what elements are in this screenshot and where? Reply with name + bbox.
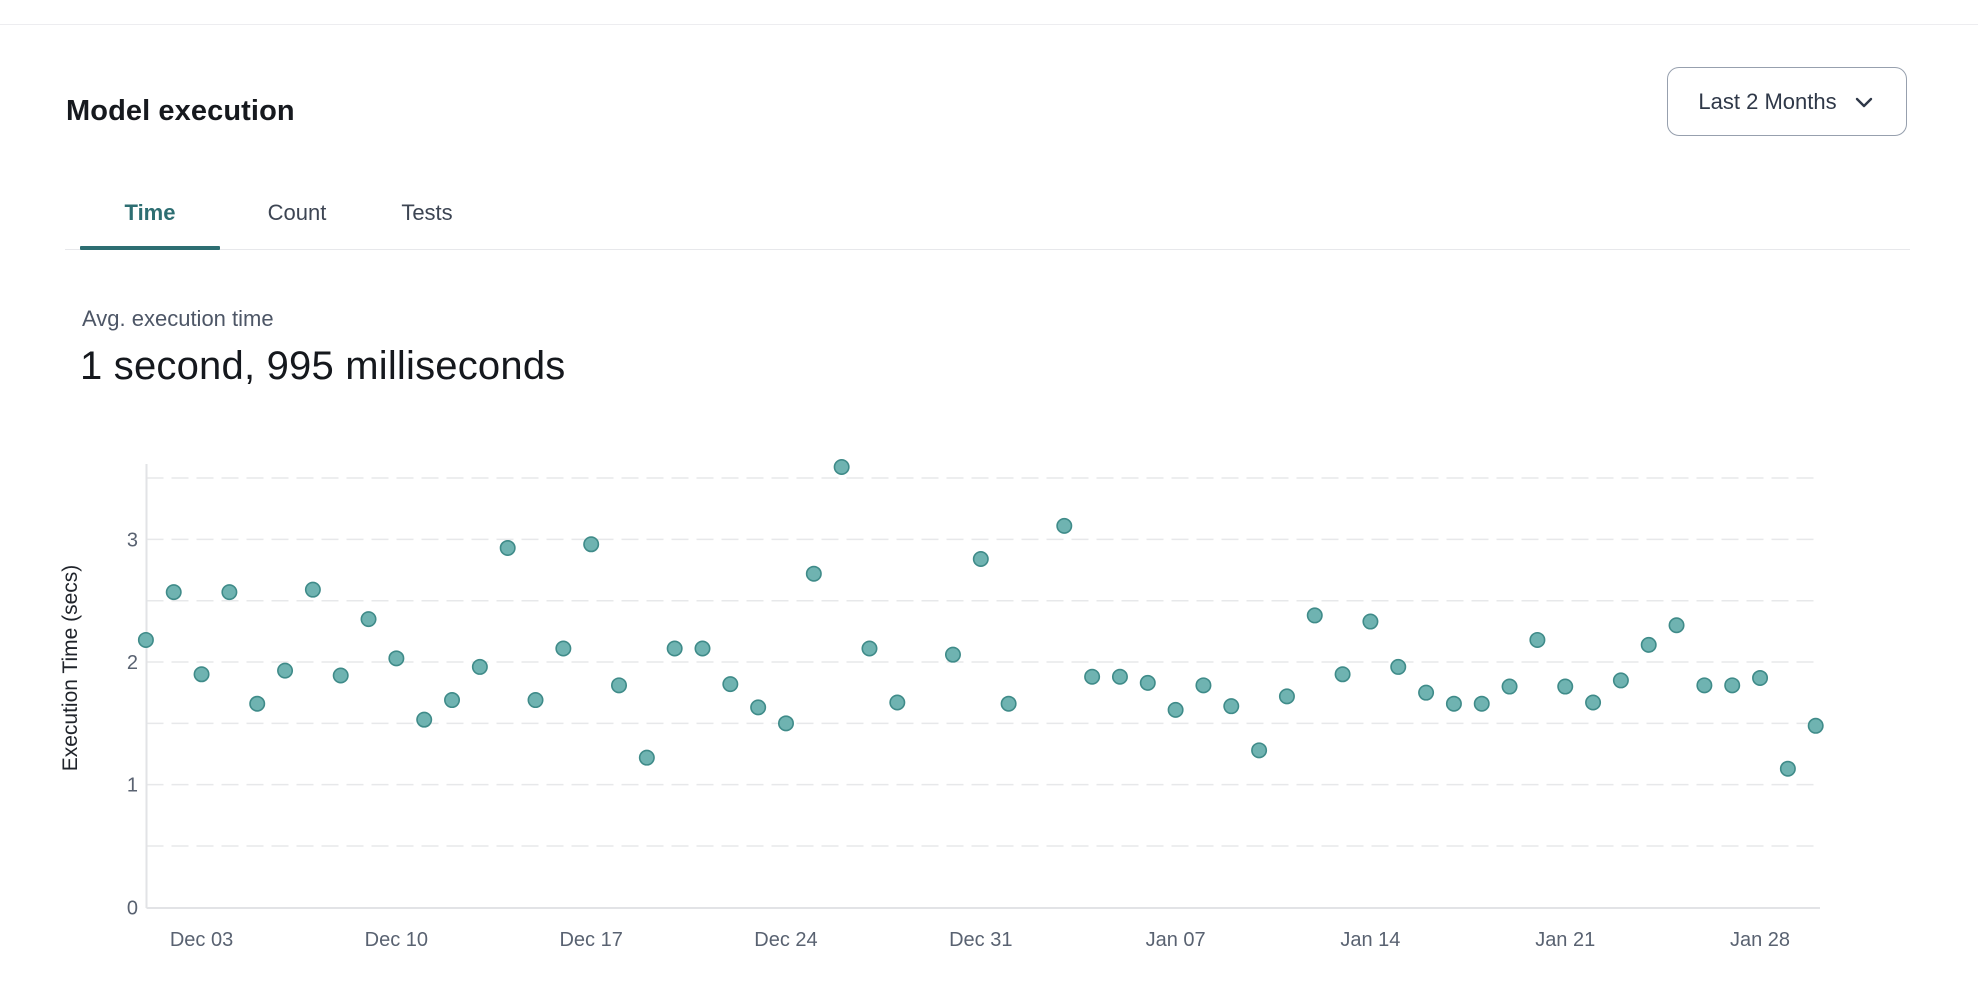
scatter-point[interactable] — [1139, 674, 1156, 691]
scatter-point[interactable] — [1334, 666, 1351, 683]
scatter-point[interactable] — [694, 640, 711, 657]
scatter-point[interactable] — [889, 694, 906, 711]
active-tab-underline — [80, 246, 220, 250]
x-tick-label: Jan 21 — [1535, 929, 1595, 951]
scatter-point[interactable] — [1473, 695, 1490, 712]
tab-time[interactable]: Time — [124, 200, 176, 225]
y-tick-label: 0 — [127, 897, 138, 919]
scatter-point[interactable] — [750, 699, 767, 716]
scatter-point[interactable] — [944, 646, 961, 663]
tab-count[interactable]: Count — [267, 200, 327, 225]
scatter-point[interactable] — [1612, 672, 1629, 689]
x-tick-label: Jan 28 — [1730, 929, 1790, 951]
scatter-point[interactable] — [1501, 678, 1518, 695]
scatter-point[interactable] — [1585, 694, 1602, 711]
scatter-point[interactable] — [1084, 668, 1101, 685]
page-title: Model execution — [66, 95, 295, 127]
scatter-point[interactable] — [1640, 636, 1657, 653]
x-tick-label: Dec 10 — [365, 929, 428, 951]
scatter-point[interactable] — [471, 658, 488, 675]
scatter-point[interactable] — [1195, 677, 1212, 694]
tabs-divider — [65, 249, 1910, 250]
scatter-point[interactable] — [444, 692, 461, 709]
scatter-point[interactable] — [1807, 717, 1824, 734]
x-tick-label: Jan 07 — [1146, 929, 1206, 951]
scatter-point[interactable] — [221, 584, 238, 601]
scatter-point[interactable] — [777, 715, 794, 732]
kpi-label: Avg. execution time — [82, 306, 274, 331]
scatter-point[interactable] — [499, 539, 516, 556]
scatter-point[interactable] — [861, 640, 878, 657]
scatter-point[interactable] — [611, 677, 628, 694]
scatter-point[interactable] — [1390, 658, 1407, 675]
x-tick-label: Dec 17 — [559, 929, 622, 951]
tab-tests[interactable]: Tests — [401, 200, 453, 225]
scatter-point[interactable] — [1111, 668, 1128, 685]
scatter-point[interactable] — [277, 662, 294, 679]
scatter-point[interactable] — [416, 711, 433, 728]
kpi-value: 1 second, 995 milliseconds — [80, 344, 566, 388]
scatter-point[interactable] — [583, 536, 600, 553]
y-tick-label: 3 — [127, 529, 138, 551]
x-tick-label: Dec 31 — [949, 929, 1012, 951]
scatter-point[interactable] — [1278, 688, 1295, 705]
scatter-point[interactable] — [1362, 613, 1379, 630]
scatter-point[interactable] — [165, 584, 182, 601]
scatter-point[interactable] — [1557, 678, 1574, 695]
x-tick-label: Dec 03 — [170, 929, 233, 951]
x-tick-label: Dec 24 — [754, 929, 817, 951]
scatter-point[interactable] — [137, 631, 154, 648]
execution-time-scatter-chart: 0 1 2 3 Execution Time (secs) Dec 03 Dec 10 Dec… — [59, 459, 1824, 951]
scatter-point[interactable] — [1167, 701, 1184, 718]
scatter-point[interactable] — [666, 640, 683, 657]
y-axis-title: Execution Time (secs) — [59, 565, 82, 772]
scatter-point[interactable] — [304, 581, 321, 598]
scatter-point[interactable] — [249, 695, 266, 712]
top-divider — [0, 24, 1978, 25]
scatter-point[interactable] — [1445, 695, 1462, 712]
scatter-point[interactable] — [1779, 760, 1796, 777]
scatter-point[interactable] — [360, 611, 377, 628]
scatter-point[interactable] — [805, 565, 822, 582]
time-range-label: Last 2 Months — [1698, 88, 1837, 114]
scatter-point[interactable] — [1223, 698, 1240, 715]
scatter-point[interactable] — [555, 640, 572, 657]
y-tick-label: 1 — [127, 775, 138, 797]
scatter-point[interactable] — [1418, 684, 1435, 701]
scatter-point[interactable] — [332, 667, 349, 684]
scatter-point[interactable] — [638, 749, 655, 766]
scatter-point[interactable] — [1306, 607, 1323, 624]
scatter-point[interactable] — [1696, 677, 1713, 694]
chevron-down-icon — [1855, 97, 1872, 107]
x-tick-label: Jan 14 — [1340, 929, 1400, 951]
scatter-point[interactable] — [1529, 631, 1546, 648]
scatter-point[interactable] — [1056, 517, 1073, 534]
scatter-point[interactable] — [1000, 695, 1017, 712]
scatter-point[interactable] — [193, 666, 210, 683]
scatter-point[interactable] — [1724, 677, 1741, 694]
scatter-point[interactable] — [1752, 669, 1769, 686]
scatter-point[interactable] — [833, 459, 850, 476]
scatter-point[interactable] — [1251, 742, 1268, 759]
y-tick-label: 2 — [127, 652, 138, 674]
scatter-point[interactable] — [388, 650, 405, 667]
scatter-point[interactable] — [722, 676, 739, 693]
scatter-point[interactable] — [972, 551, 989, 568]
scatter-point[interactable] — [1668, 617, 1685, 634]
time-range-selector-button[interactable]: Last 2 Months — [1667, 67, 1907, 136]
scatter-point[interactable] — [527, 692, 544, 709]
